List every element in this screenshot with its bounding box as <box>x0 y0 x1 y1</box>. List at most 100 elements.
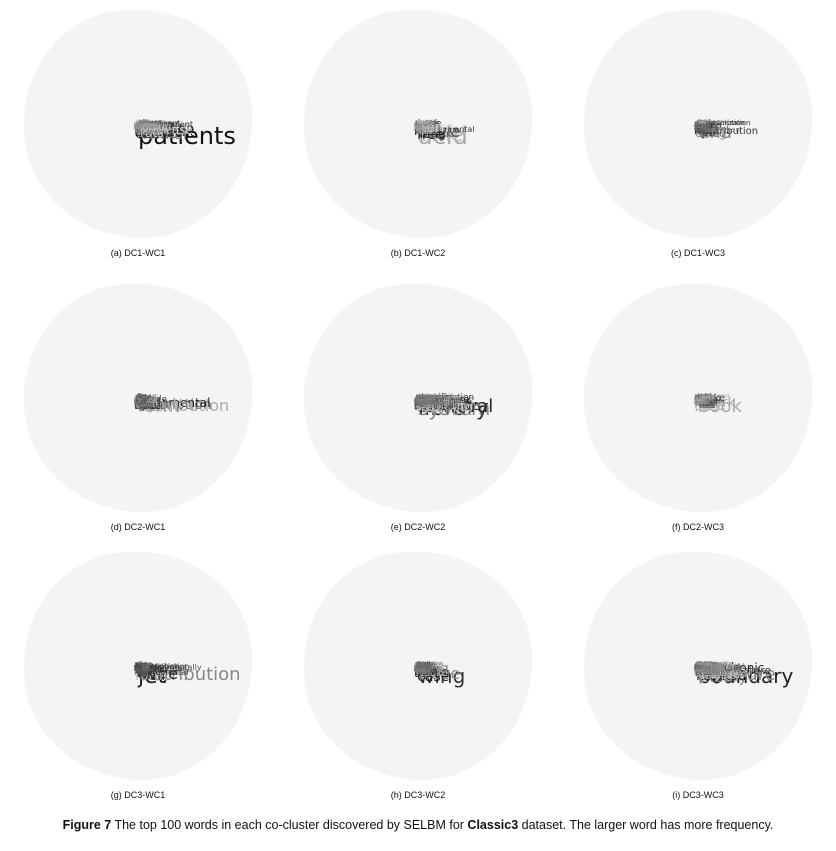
cloud-word: mind <box>418 668 432 675</box>
cloud-word: test <box>139 126 148 132</box>
cloud-word: rise <box>693 397 707 406</box>
cloud-word: dash <box>422 123 442 133</box>
cloud-word: fundamental <box>133 395 211 410</box>
cloud-word: paper <box>414 395 444 407</box>
cloud-word: age <box>699 119 722 134</box>
cloud-word: ego <box>699 126 710 133</box>
cloud-word: iii <box>141 662 147 670</box>
cloud-word: mal <box>695 119 704 125</box>
cloud-word: growth <box>135 119 185 136</box>
cloud-word: area <box>142 397 172 413</box>
cloud-word: injection <box>134 120 152 126</box>
cloud-word: mice <box>418 122 457 141</box>
cloud-word: effect <box>141 121 174 135</box>
cloud-word: present <box>694 667 714 674</box>
cloud-word: ng <box>695 119 706 129</box>
cloud-word: rate <box>418 122 455 143</box>
cocluster-panel: acid time rate case bone mice free long rise male… <box>298 6 538 268</box>
cloud-word: supersonic <box>699 661 765 676</box>
cloud-word: soc <box>142 664 154 673</box>
cloud-word: children <box>142 122 195 138</box>
cloud-word: angle <box>695 661 710 668</box>
cloud-word: purpose <box>420 393 437 399</box>
cloud-word: day <box>694 121 718 137</box>
cloud-word: skan <box>422 664 437 672</box>
cloud-word: hela <box>698 126 719 137</box>
cloud-word: pcs <box>696 119 706 126</box>
cloud-word: mode <box>141 394 167 405</box>
cloud-word: presence <box>141 125 160 131</box>
cloud-word: catheterization <box>697 119 751 128</box>
cloud-word: wing <box>418 664 466 688</box>
cloud-word: kn <box>138 668 146 676</box>
cloud-word: cost <box>421 398 437 407</box>
cloud-word: se <box>700 120 709 128</box>
cloud-word: communication <box>421 394 460 401</box>
cloud-word: therapy <box>134 125 163 134</box>
cloud-word: paid <box>413 664 427 672</box>
cloud-word: flat <box>694 662 703 669</box>
cloud-word: aid <box>134 395 148 406</box>
cloud-word: ma <box>697 126 706 133</box>
cloud-word: rare <box>701 399 716 408</box>
cloud-word: fit <box>137 393 144 399</box>
cloud-word: aid <box>696 126 706 134</box>
cloud-word: cell <box>135 125 160 142</box>
cloud-word: care <box>415 126 434 136</box>
cloud-word: searching <box>414 398 434 404</box>
cloud-word: studies <box>136 126 169 137</box>
cloud-word: loan <box>419 661 430 668</box>
cloud-word: stagnation <box>695 667 722 674</box>
cloud-word: scientists <box>418 393 447 400</box>
cloud-word: type <box>137 126 153 135</box>
cocluster-panel: library system retrieval research systems sci… <box>298 280 538 542</box>
cloud-word: abstracts <box>420 399 440 405</box>
cloud-word: half <box>133 664 146 672</box>
cloud-word: role <box>421 121 441 133</box>
cloud-word: age <box>419 119 428 125</box>
cloud-word: fay <box>694 120 704 128</box>
cloud-word: tip <box>137 668 146 676</box>
cloud-word: pig <box>696 126 706 134</box>
cloud-word: small <box>698 661 713 668</box>
cloud-word: rise <box>139 119 149 126</box>
cloud-word: note <box>701 395 716 403</box>
cloud-word: tissue <box>136 119 170 133</box>
cloud-word: structure <box>422 396 459 406</box>
cloud-word: level <box>133 124 149 132</box>
cloud-word: service <box>420 400 446 409</box>
cloud-word: good <box>697 393 712 401</box>
cloud-word: dead <box>141 667 154 674</box>
cloud-word: csf <box>700 119 711 128</box>
cloud-word: ten <box>139 668 150 676</box>
cloud-word: contribution <box>135 400 191 411</box>
cloud-word: groups <box>142 123 167 132</box>
word-cloud: book work time line file base make term role hand… <box>584 284 812 512</box>
cloud-word: aid <box>695 393 704 400</box>
cloud-word: fig <box>134 662 143 670</box>
cloud-word: men <box>701 125 713 132</box>
cloud-word: drag <box>416 661 449 678</box>
cloud-word: librarians <box>414 399 434 405</box>
cloud-word: years <box>141 124 156 131</box>
cloud-word: hold <box>416 668 430 676</box>
cloud-word: investigation <box>701 667 741 675</box>
cloud-word: basic <box>415 393 429 400</box>
cloud-word: limb <box>696 126 708 133</box>
cloud-word: bond <box>694 394 710 402</box>
cloud-word: ae <box>140 668 158 685</box>
cloud-word: lc <box>141 663 147 671</box>
cloud-word: evaluation <box>414 394 447 402</box>
cloud-word: rise <box>420 661 432 669</box>
cloud-word: nose <box>421 121 434 128</box>
cloud-word: science <box>414 394 464 410</box>
cloud-word: ago <box>138 400 152 409</box>
panel-caption: (g) DC3-WC1 <box>110 790 166 800</box>
cloud-word: present <box>421 395 453 405</box>
word-cloud: dna rna age day due rat lung man life distributio… <box>584 10 812 238</box>
cloud-word: processing <box>414 398 436 404</box>
cloud-word: fundamental <box>134 663 186 673</box>
cloud-word: time <box>413 665 442 680</box>
cloud-word: cells <box>138 122 179 143</box>
cloud-word: yaw <box>134 663 147 671</box>
